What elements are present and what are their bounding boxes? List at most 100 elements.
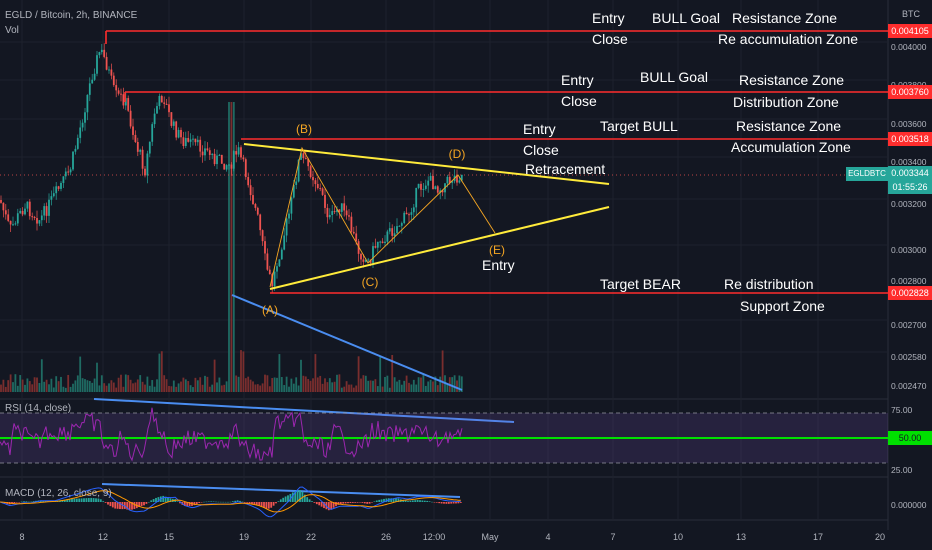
candle-body bbox=[172, 121, 175, 126]
volume-bar bbox=[244, 378, 247, 392]
macd-hist-bar bbox=[435, 502, 438, 503]
volume-bar bbox=[309, 380, 312, 392]
candle-body bbox=[388, 228, 391, 232]
volume-bar bbox=[386, 375, 389, 392]
volume-bar bbox=[338, 374, 341, 392]
volume-bar bbox=[285, 376, 288, 392]
candle-body bbox=[345, 210, 348, 216]
macd-hist-bar bbox=[349, 502, 352, 503]
annotation-resistance-2: Resistance Zone bbox=[739, 72, 845, 88]
volume-bar bbox=[314, 354, 317, 392]
candle-body bbox=[122, 94, 125, 106]
macd-hist-bar bbox=[303, 494, 306, 502]
candle-body bbox=[266, 253, 269, 270]
candle-body bbox=[74, 148, 77, 152]
volume-bar bbox=[362, 375, 365, 392]
macd-hist-bar bbox=[265, 502, 268, 509]
candle-body bbox=[2, 202, 5, 211]
macd-hist-bar bbox=[248, 502, 251, 504]
macd-hist-bar bbox=[150, 500, 153, 502]
candle-body bbox=[112, 75, 115, 86]
volume-bar bbox=[175, 386, 178, 392]
candle-body bbox=[422, 188, 425, 190]
macd-hist-bar bbox=[397, 498, 400, 502]
volume-bar bbox=[69, 386, 72, 392]
volume-bar bbox=[432, 381, 434, 392]
volume-bar bbox=[208, 386, 211, 392]
volume-bar bbox=[129, 379, 132, 392]
candle-body bbox=[43, 206, 46, 216]
volume-bar bbox=[364, 375, 367, 392]
price-tick: 0.004000 bbox=[891, 42, 927, 52]
candle-body bbox=[436, 186, 439, 193]
macd-hist-bar bbox=[75, 498, 78, 502]
macd-hist-bar bbox=[428, 501, 431, 502]
annotation-entry-1: Entry bbox=[592, 10, 625, 26]
macd-hist-bar bbox=[164, 496, 167, 502]
macd-hist-bar bbox=[289, 493, 292, 502]
macd-hist-bar bbox=[445, 502, 448, 504]
date-tick: 12:00 bbox=[422, 532, 446, 542]
candle-body bbox=[372, 246, 374, 263]
macd-hist-bar bbox=[193, 502, 196, 506]
date-tick: 15 bbox=[163, 532, 175, 542]
macd-hist-bar bbox=[66, 499, 69, 502]
volume-bar bbox=[189, 385, 192, 392]
volume-bar bbox=[211, 384, 214, 392]
volume-bar bbox=[271, 378, 274, 392]
candle-body bbox=[199, 139, 202, 152]
candle-body bbox=[50, 196, 53, 200]
date-tick: May bbox=[481, 532, 499, 542]
macd-hist-bar bbox=[143, 502, 145, 506]
macd-hist-bar bbox=[294, 491, 297, 502]
candle-body bbox=[309, 166, 312, 178]
candle-body bbox=[288, 213, 290, 219]
volume-bar bbox=[408, 382, 410, 392]
macd-histogram bbox=[0, 489, 462, 511]
candle-body bbox=[357, 241, 360, 254]
volume-bars bbox=[0, 102, 463, 392]
volume-bar bbox=[4, 386, 7, 392]
volume-bar bbox=[55, 376, 58, 392]
volume-bar bbox=[16, 385, 19, 392]
volume-bar bbox=[261, 383, 264, 392]
macd-hist-bar bbox=[203, 501, 205, 503]
volume-bar bbox=[451, 377, 454, 392]
volume-bar bbox=[36, 377, 38, 392]
volume-bar bbox=[324, 378, 326, 392]
macd-hist-bar bbox=[361, 502, 364, 503]
candle-body bbox=[297, 159, 300, 182]
volume-bar bbox=[216, 382, 218, 392]
elliott-wave-path bbox=[269, 146, 496, 288]
volume-bar bbox=[302, 375, 305, 392]
price-tick: 0.003200 bbox=[891, 199, 927, 209]
candle-body bbox=[216, 155, 218, 165]
candle-body bbox=[252, 195, 254, 205]
macd-hist-bar bbox=[416, 499, 419, 502]
volume-bar bbox=[384, 376, 386, 392]
volume-bar bbox=[218, 377, 221, 392]
candle-body bbox=[108, 69, 110, 71]
candle-body bbox=[201, 151, 204, 156]
macd-hist-bar bbox=[383, 498, 385, 502]
volume-bar bbox=[400, 384, 403, 392]
macd-hist-bar bbox=[392, 498, 395, 502]
volume-bar bbox=[19, 375, 22, 392]
macd-hist-bar bbox=[186, 502, 189, 507]
macd-hist-bar bbox=[313, 502, 316, 503]
macd-hist-bar bbox=[272, 502, 275, 506]
candle-body bbox=[352, 231, 355, 234]
volume-bar bbox=[206, 376, 209, 392]
volume-bar bbox=[57, 381, 60, 392]
candle-body bbox=[271, 274, 274, 287]
macd-hist-bar bbox=[296, 490, 299, 502]
macd-hist-bar bbox=[121, 502, 124, 510]
macd-hist-bar bbox=[236, 500, 239, 502]
macd-hist-bar bbox=[234, 500, 237, 502]
candle-body bbox=[136, 141, 139, 152]
volume-bar bbox=[355, 385, 358, 392]
candle-body bbox=[379, 241, 382, 243]
candle-body bbox=[134, 134, 137, 142]
current-price-tag: 0.003344 bbox=[888, 166, 932, 180]
volume-bar bbox=[415, 384, 418, 392]
